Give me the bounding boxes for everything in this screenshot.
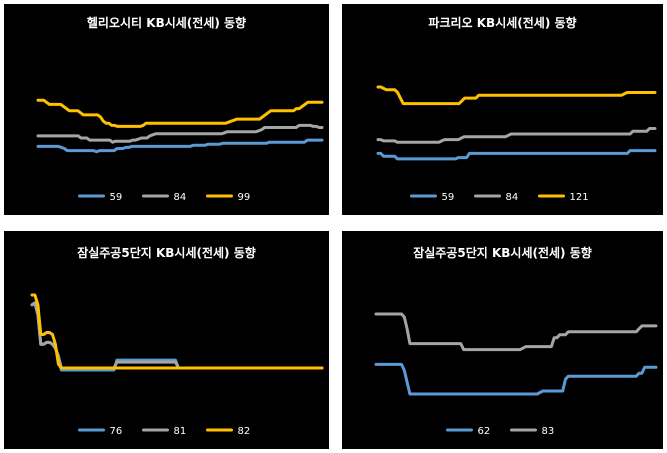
legend-label-83: 83	[542, 426, 555, 437]
chart-svg-2: 파크리오 KB시세(전세) 동향 59 84 121	[376, 15, 657, 203]
series-line-84	[36, 123, 324, 144]
legend-label-59: 59	[110, 192, 123, 203]
chart-title: 파크리오 KB시세(전세) 동향	[428, 15, 576, 30]
chart-panel-1: 헬리오시티 KB시세(전세) 동향 59 84 99	[4, 4, 329, 215]
chart-title: 잠실주공5단지 KB시세(전세) 동향	[77, 245, 256, 260]
legend-label-99: 99	[238, 192, 251, 203]
legend-label-84: 84	[174, 192, 187, 203]
series-line-121	[376, 85, 657, 106]
chart-svg-1: 헬리오시티 KB시세(전세) 동향 59 84 99	[36, 15, 324, 203]
legend-label-76: 76	[110, 426, 123, 437]
series-line-59	[376, 149, 657, 161]
series-line-84	[376, 127, 657, 144]
chart-panel-3: 잠실주공5단지 KB시세(전세) 동향 76 81 82	[4, 231, 329, 449]
legend-label-59: 59	[442, 192, 455, 203]
chart-svg-4: 잠실주공5단지 KB시세(전세) 동향 62 83	[374, 245, 658, 437]
chart-svg-3: 잠실주공5단지 KB시세(전세) 동향 76 81 82	[30, 245, 324, 437]
chart-title: 헬리오시티 KB시세(전세) 동향	[87, 15, 246, 30]
chart-title: 잠실주공5단지 KB시세(전세) 동향	[413, 245, 592, 260]
chart-panel-4: 잠실주공5단지 KB시세(전세) 동향 62 83	[342, 231, 663, 449]
series-line-62	[374, 362, 658, 396]
chart-panel-2: 파크리오 KB시세(전세) 동향 59 84 121	[342, 4, 663, 215]
series-line-83	[374, 312, 658, 352]
legend-label-84: 84	[506, 192, 519, 203]
series-line-82	[30, 293, 324, 370]
legend-label-81: 81	[174, 426, 187, 437]
legend-label-62: 62	[478, 426, 491, 437]
series-line-81	[30, 301, 324, 370]
series-line-99	[36, 98, 324, 128]
series-line-76	[30, 301, 324, 372]
legend-label-82: 82	[238, 426, 251, 437]
legend-label-121: 121	[570, 192, 589, 203]
series-line-59	[36, 138, 324, 154]
